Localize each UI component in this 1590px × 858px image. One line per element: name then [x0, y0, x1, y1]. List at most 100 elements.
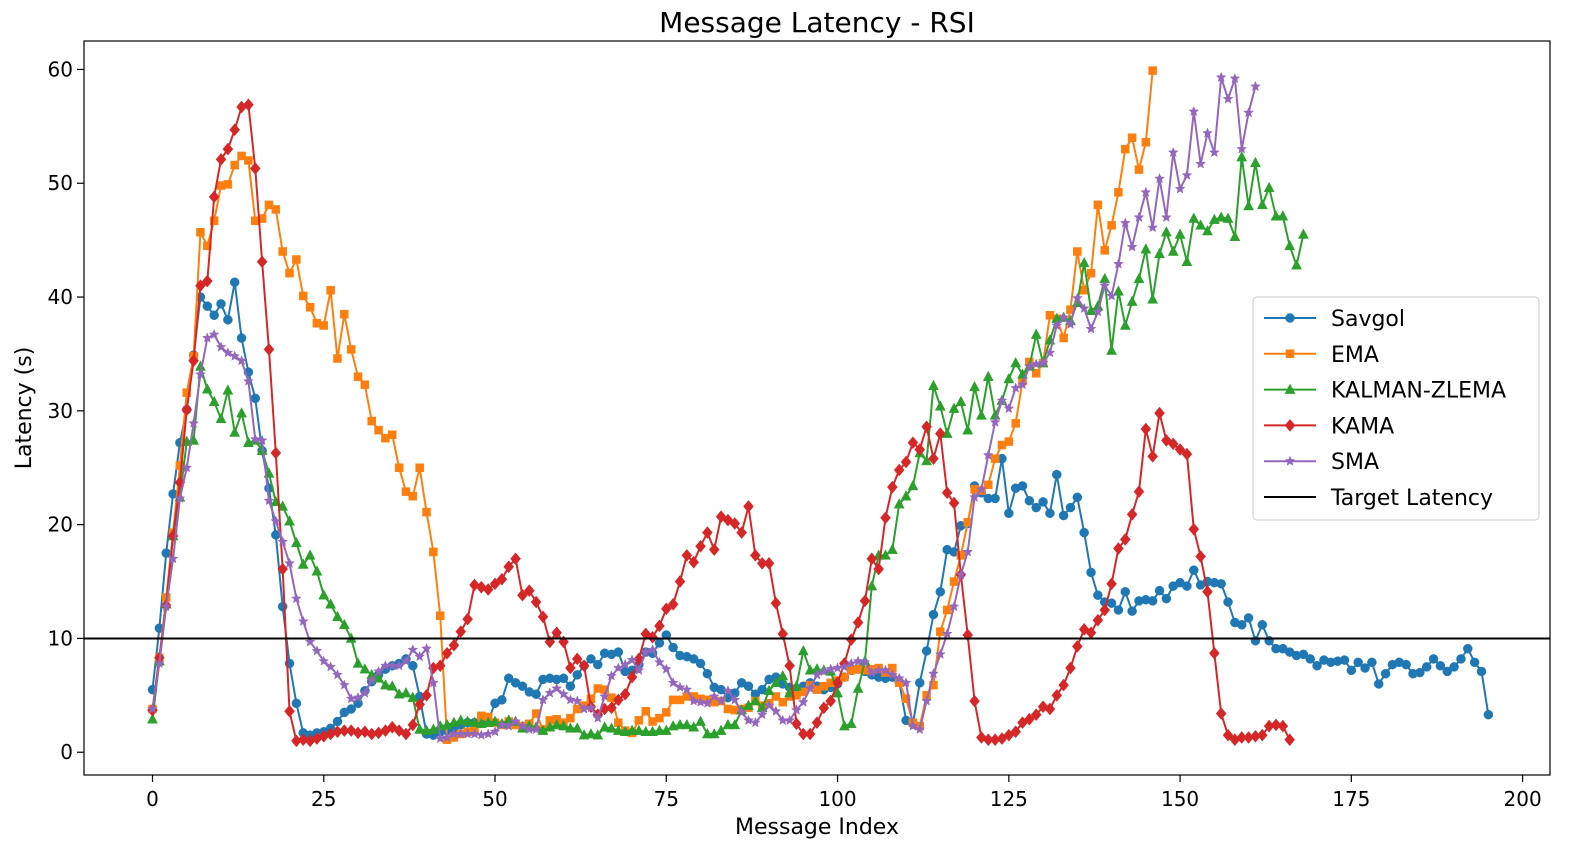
point-kalman-zlema — [1229, 230, 1241, 241]
point-ema — [1107, 221, 1116, 230]
legend-entry-savgol: Savgol — [1264, 307, 1405, 332]
point-kama — [1030, 708, 1042, 722]
point-savgol — [223, 315, 233, 325]
point-kalman-zlema — [325, 598, 337, 609]
point-sma — [537, 694, 549, 705]
point-kama — [859, 594, 871, 608]
point-kama — [510, 552, 521, 566]
point-kalman-zlema — [982, 370, 994, 381]
point-savgol — [558, 673, 569, 684]
point-kalman-zlema — [975, 409, 987, 420]
point-kama — [537, 610, 549, 624]
point-sma — [1133, 211, 1145, 222]
point-savgol — [1257, 620, 1268, 630]
point-sma — [934, 648, 946, 659]
point-sma — [1250, 80, 1261, 92]
point-savgol — [1463, 643, 1473, 654]
point-kalman-zlema — [551, 718, 563, 730]
point-sma — [263, 495, 275, 506]
point-kama — [880, 511, 891, 525]
point-kalman-zlema — [777, 669, 789, 681]
point-sma — [249, 433, 261, 444]
point-ema — [415, 463, 424, 472]
point-kama — [256, 255, 268, 269]
point-kama — [893, 463, 905, 477]
point-ema — [1011, 419, 1020, 428]
point-savgol — [1072, 492, 1083, 503]
point-savgol — [1106, 598, 1117, 608]
legend: Savgol EMA KALMAN-ZLEMA KAMA SMA Target Laten… — [1252, 296, 1540, 521]
point-savgol — [1236, 620, 1247, 630]
point-ema — [319, 321, 329, 330]
point-ema — [949, 577, 959, 586]
point-ema — [305, 303, 315, 312]
series-sma — [147, 71, 1261, 744]
point-kalman-zlema — [880, 549, 891, 560]
point-kama — [619, 687, 631, 701]
point-kama — [277, 562, 288, 576]
point-kama — [777, 627, 789, 641]
point-kalman-zlema — [297, 558, 309, 569]
point-kalman-zlema — [290, 536, 302, 548]
point-savgol — [1456, 654, 1466, 664]
point-kama — [1010, 725, 1021, 739]
point-kama — [434, 659, 446, 673]
point-ema — [230, 160, 239, 170]
point-savgol — [1415, 667, 1425, 678]
point-sma — [530, 723, 542, 735]
point-ema — [662, 708, 671, 717]
point-kalman-zlema — [147, 713, 158, 724]
point-savgol — [250, 393, 261, 404]
point-kalman-zlema — [592, 729, 604, 740]
point-ema — [641, 707, 650, 716]
point-savgol — [202, 301, 213, 311]
point-sma — [236, 355, 247, 366]
point-ema — [936, 627, 945, 636]
point-sma — [1188, 105, 1200, 117]
point-sma — [517, 720, 528, 731]
y-axis-ticks: 0 10 20 30 40 50 60 — [48, 57, 84, 764]
legend-label-savgol: Savgol — [1331, 307, 1405, 332]
point-kalman-zlema — [900, 490, 912, 501]
point-sma — [1236, 143, 1248, 154]
point-savgol — [990, 493, 1000, 504]
point-sma — [585, 702, 597, 713]
point-kama — [1209, 646, 1220, 660]
point-sma — [564, 694, 576, 705]
point-kalman-zlema — [400, 687, 412, 698]
point-ema — [298, 291, 308, 301]
point-kama — [647, 630, 658, 644]
point-kama — [222, 142, 234, 156]
point-savgol — [1161, 593, 1172, 604]
point-kalman-zlema — [866, 580, 878, 591]
point-ema — [1114, 188, 1123, 197]
point-kama — [667, 597, 679, 611]
point-sma — [229, 350, 241, 361]
point-savgol — [1469, 657, 1480, 668]
legend-marker-sma — [1284, 455, 1296, 466]
point-sma — [373, 665, 384, 677]
point-ema — [333, 354, 342, 363]
point-kalman-zlema — [928, 379, 939, 391]
point-kalman-zlema — [222, 384, 234, 395]
point-kalman-zlema — [763, 684, 775, 696]
point-sma — [256, 434, 268, 446]
point-sma — [469, 728, 480, 739]
point-kama — [270, 446, 282, 460]
point-kalman-zlema — [1256, 198, 1268, 210]
point-kama — [1284, 733, 1296, 747]
point-savgol — [1065, 502, 1076, 513]
point-sma — [427, 677, 439, 688]
point-ema — [1086, 268, 1096, 278]
point-kama — [201, 274, 213, 288]
y-tick-label: 30 — [48, 399, 73, 423]
point-sma — [243, 375, 254, 386]
point-kalman-zlema — [1222, 212, 1234, 223]
point-savgol — [1339, 655, 1350, 665]
point-kama — [517, 588, 528, 602]
point-kalman-zlema — [277, 500, 289, 511]
y-tick-label: 50 — [48, 171, 73, 195]
point-sma — [407, 644, 419, 655]
point-ema — [394, 463, 404, 472]
point-savgol — [1243, 613, 1254, 623]
